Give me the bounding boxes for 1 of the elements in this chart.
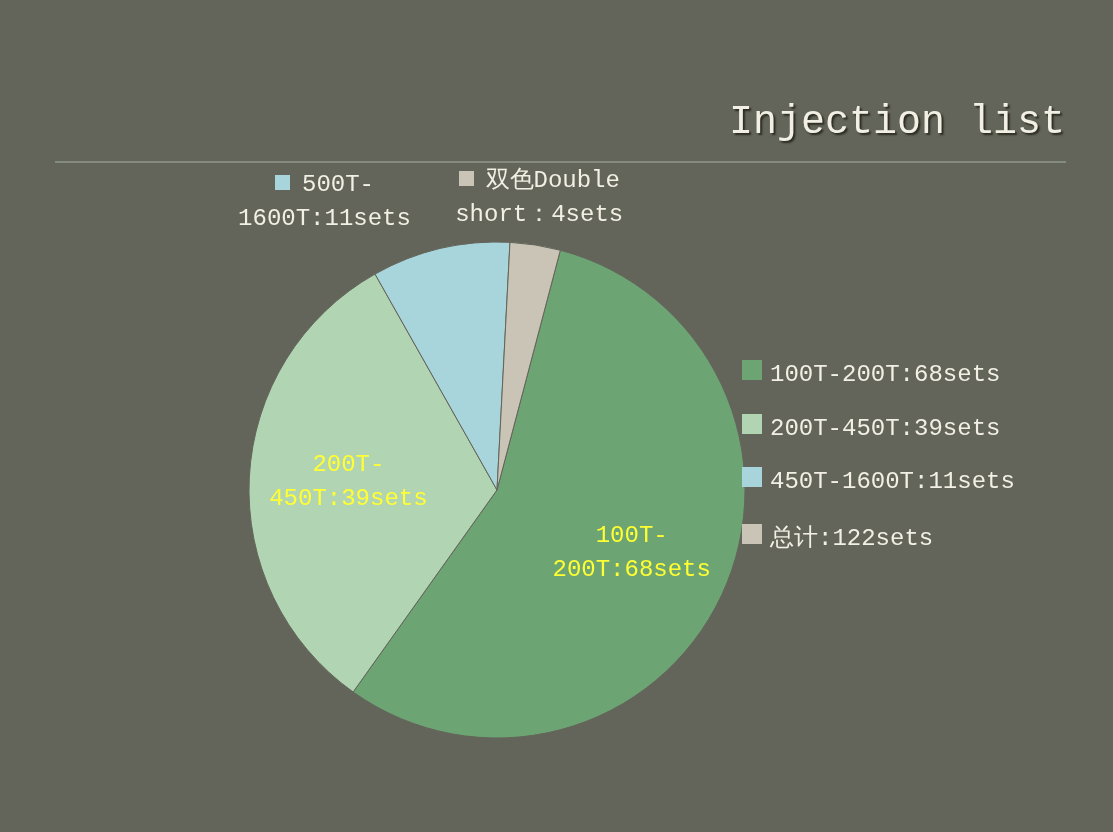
title: Injection list [728, 100, 1065, 145]
